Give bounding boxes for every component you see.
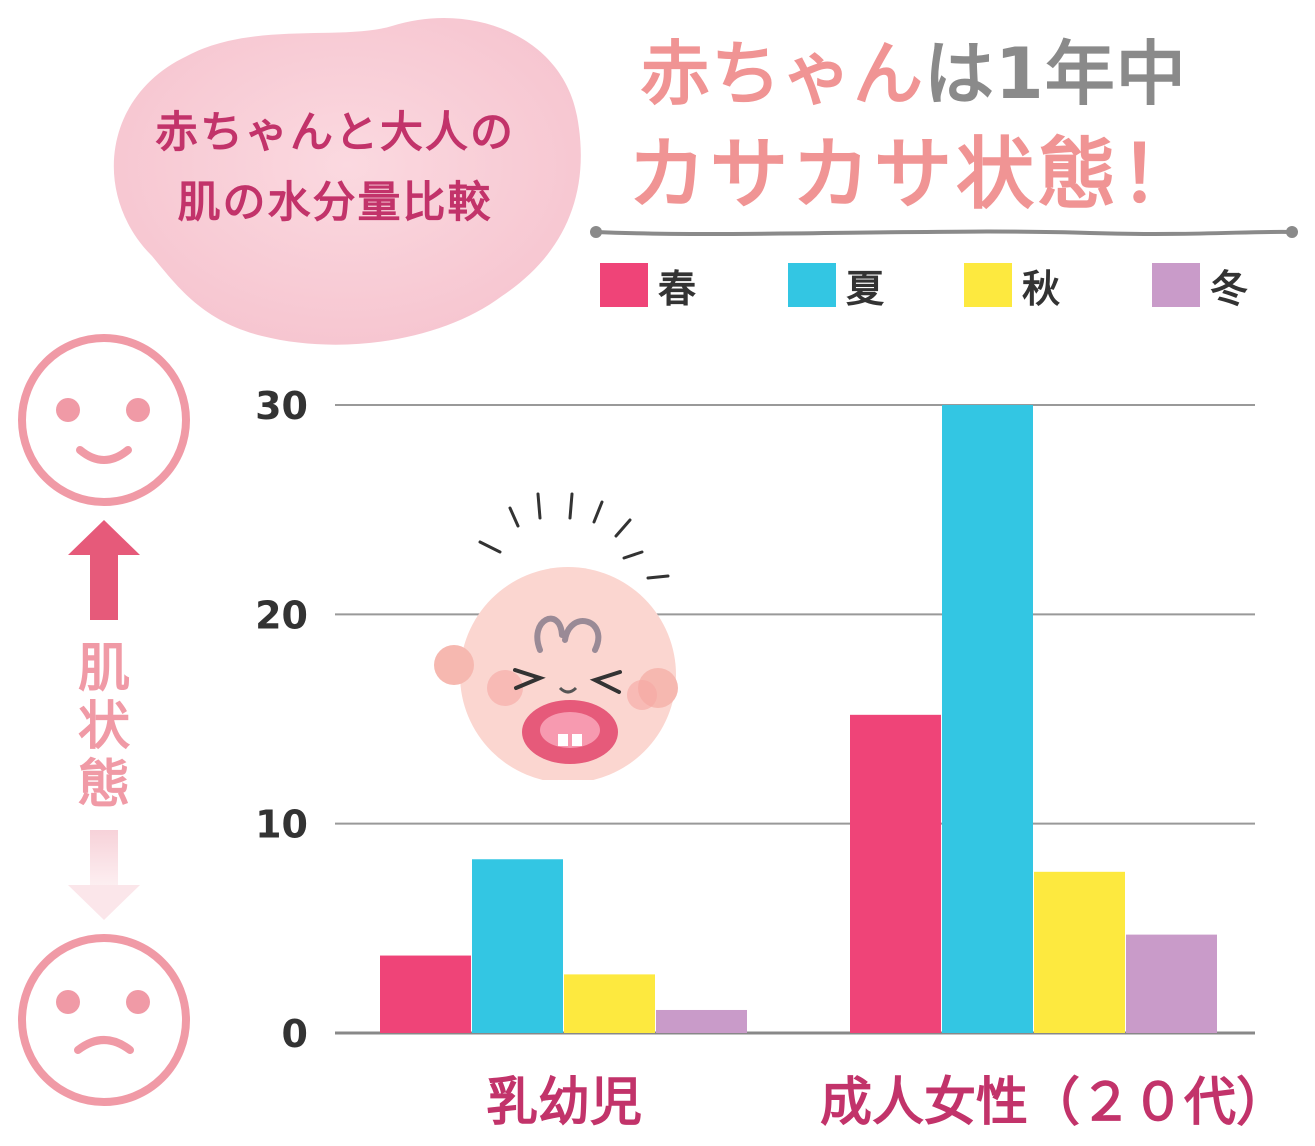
- frowning-face-icon: [18, 934, 190, 1106]
- stress-lines-icon: [478, 492, 670, 580]
- axis-label-char: 態: [77, 755, 130, 815]
- y-tick-label: 10: [255, 803, 308, 847]
- smiling-face-icon: [18, 334, 190, 506]
- legend-item-summer: 夏: [788, 260, 885, 311]
- headline-underline: [590, 226, 1298, 238]
- bar-chart: 0 10 20 30 乳幼児 成人女性（２０代）: [255, 384, 1288, 1133]
- legend-item-winter: 冬: [1152, 260, 1249, 311]
- crying-baby-illustration: [434, 492, 678, 780]
- bar-1-1: [380, 955, 471, 1033]
- bar-2-2: [942, 405, 1033, 1033]
- title-bubble: [113, 18, 581, 345]
- headline-part-2: は1年中: [924, 33, 1187, 115]
- chart-subtitle: 赤ちゃんと大人の 肌の水分量比較: [115, 98, 555, 238]
- axis-label-char: 肌: [77, 639, 130, 699]
- y-tick-label: 20: [255, 593, 308, 637]
- arrow-up-icon: [68, 520, 140, 620]
- bar-1-2: [850, 714, 941, 1033]
- bar-2-1: [472, 859, 563, 1033]
- legend-swatch-winter: [1152, 263, 1200, 307]
- headline-part-1: 赤ちゃん: [640, 33, 924, 115]
- headline-line-2: カサカサ状態！: [628, 130, 1203, 220]
- legend-item-spring: 春: [600, 260, 697, 311]
- x-category-label: 乳幼児: [486, 1073, 642, 1133]
- legend-swatch-summer: [788, 263, 836, 307]
- skin-condition-scale: [18, 334, 190, 1106]
- legend: 春 夏 秋 冬: [600, 260, 1300, 320]
- legend-swatch-autumn: [964, 263, 1012, 307]
- subtitle-line-1: 赤ちゃんと大人の: [155, 108, 515, 158]
- legend-label-winter: 冬: [1210, 266, 1249, 311]
- bar-3-2: [1034, 871, 1125, 1033]
- bar-3-1: [564, 974, 655, 1033]
- bar-4-2: [1126, 934, 1217, 1033]
- bar-4-1: [656, 1009, 747, 1033]
- y-tick-label: 30: [255, 384, 308, 428]
- axis-label-char: 状: [77, 697, 130, 757]
- y-tick-label: 0: [282, 1012, 308, 1056]
- headline-line-1: 赤ちゃんは1年中: [640, 18, 1187, 119]
- x-category-label: 成人女性（２０代）: [820, 1073, 1288, 1133]
- legend-label-summer: 夏: [846, 266, 885, 311]
- axis-label-skin-condition: 肌 状 態: [72, 640, 136, 814]
- legend-label-spring: 春: [658, 266, 697, 311]
- subtitle-line-2: 肌の水分量比較: [177, 178, 493, 228]
- legend-item-autumn: 秋: [964, 260, 1061, 311]
- arrow-down-icon: [68, 830, 140, 920]
- legend-swatch-spring: [600, 263, 648, 307]
- legend-label-autumn: 秋: [1022, 266, 1061, 311]
